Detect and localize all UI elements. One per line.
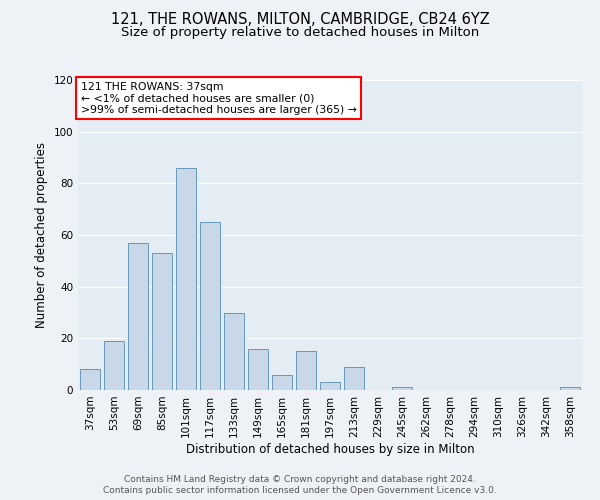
Bar — [104, 341, 124, 390]
Bar — [320, 382, 340, 390]
Bar — [272, 374, 292, 390]
Bar — [392, 388, 412, 390]
Text: Size of property relative to detached houses in Milton: Size of property relative to detached ho… — [121, 26, 479, 39]
Bar — [176, 168, 196, 390]
Text: Contains HM Land Registry data © Crown copyright and database right 2024.: Contains HM Land Registry data © Crown c… — [124, 475, 476, 484]
Bar — [296, 351, 316, 390]
Bar — [560, 388, 580, 390]
Y-axis label: Number of detached properties: Number of detached properties — [35, 142, 48, 328]
Text: Contains public sector information licensed under the Open Government Licence v3: Contains public sector information licen… — [103, 486, 497, 495]
Bar — [248, 348, 268, 390]
Bar — [128, 243, 148, 390]
Bar — [152, 253, 172, 390]
Bar — [224, 312, 244, 390]
Text: 121 THE ROWANS: 37sqm
← <1% of detached houses are smaller (0)
>99% of semi-deta: 121 THE ROWANS: 37sqm ← <1% of detached … — [80, 82, 356, 115]
X-axis label: Distribution of detached houses by size in Milton: Distribution of detached houses by size … — [185, 442, 475, 456]
Bar — [200, 222, 220, 390]
Text: 121, THE ROWANS, MILTON, CAMBRIDGE, CB24 6YZ: 121, THE ROWANS, MILTON, CAMBRIDGE, CB24… — [110, 12, 490, 28]
Bar — [344, 367, 364, 390]
Bar — [80, 370, 100, 390]
